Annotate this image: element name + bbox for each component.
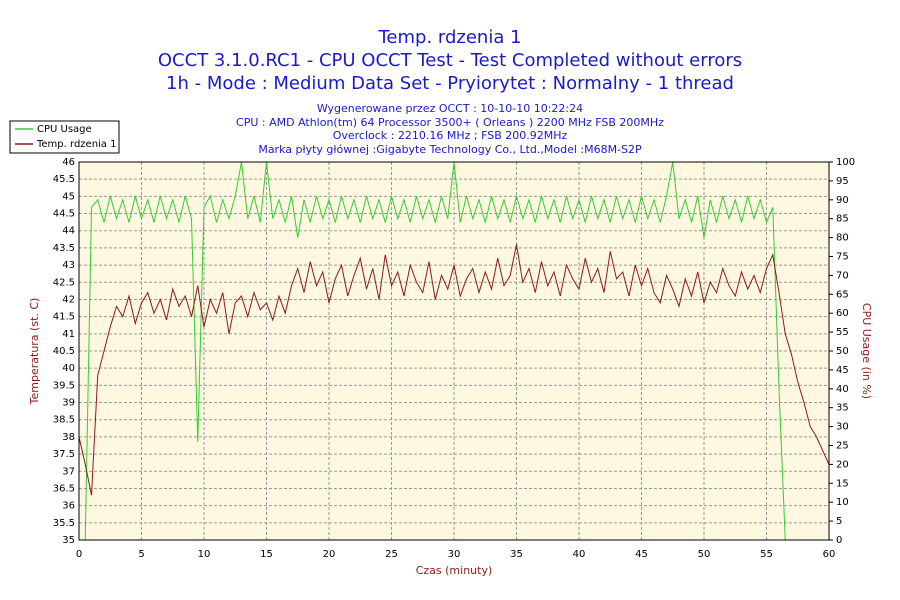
y2-tick-label: 95 <box>836 176 849 187</box>
y2-tick-label: 15 <box>836 478 849 489</box>
series-line <box>79 244 829 496</box>
x-tick-label: 30 <box>448 549 461 560</box>
info: Marka płyty głównej :Gigabyte Technology… <box>258 143 642 156</box>
chart-title: Temp. rdzenia 1 <box>377 27 521 48</box>
x-tick-label: 0 <box>76 549 82 560</box>
x-axis-label: Czas (minuty) <box>416 564 493 577</box>
info: Overclock : 2210.16 MHz ; FSB 200.92MHz <box>333 129 568 142</box>
y-tick-label: 44 <box>62 226 75 237</box>
y2-tick-label: 5 <box>836 516 842 527</box>
subtitle: 1h - Mode : Medium Data Set - Pryiorytet… <box>166 73 734 94</box>
y-axis-label: Temperatura (st. C) <box>28 298 41 406</box>
y2-tick-label: 85 <box>836 214 849 225</box>
y2-tick-label: 90 <box>836 195 849 206</box>
y-tick-label: 40 <box>62 363 75 374</box>
y2-tick-label: 50 <box>836 346 849 357</box>
x-tick-label: 50 <box>698 549 711 560</box>
y2-tick-label: 60 <box>836 308 849 319</box>
y-tick-label: 45.5 <box>53 174 75 185</box>
x-tick-label: 5 <box>138 549 144 560</box>
y-tick-label: 36 <box>62 501 75 512</box>
x-tick-label: 15 <box>260 549 273 560</box>
legend-label: Temp. rdzenia 1 <box>36 139 116 150</box>
y2-tick-label: 35 <box>836 403 849 414</box>
y2-tick-label: 20 <box>836 459 849 470</box>
y-tick-label: 40.5 <box>53 346 75 357</box>
y-tick-label: 42 <box>62 294 75 305</box>
plot-border <box>78 161 830 541</box>
legend-label: CPU Usage <box>37 124 92 135</box>
y-tick-label: 37 <box>62 466 75 477</box>
y-tick-label: 38.5 <box>53 415 75 426</box>
x-tick-label: 40 <box>573 549 586 560</box>
y2-tick-label: 30 <box>836 422 849 433</box>
y-tick-label: 46 <box>62 157 75 168</box>
y-tick-label: 35.5 <box>53 518 75 529</box>
y2-tick-label: 55 <box>836 327 849 338</box>
y2-tick-label: 75 <box>836 252 849 263</box>
series-line <box>79 162 829 540</box>
y2-tick-label: 45 <box>836 365 849 376</box>
y-tick-label: 36.5 <box>53 483 75 494</box>
info: Wygenerowane przez OCCT : 10-10-10 10:22… <box>317 102 583 115</box>
y2-tick-label: 10 <box>836 497 849 508</box>
y-tick-label: 41 <box>62 329 75 340</box>
x-tick-label: 45 <box>635 549 648 560</box>
y2-axis-label: CPU Usage (in %) <box>860 303 873 399</box>
y-tick-label: 39 <box>62 398 75 409</box>
y-tick-label: 44.5 <box>53 209 75 220</box>
y-tick-label: 45 <box>62 191 75 202</box>
y-tick-label: 41.5 <box>53 312 75 323</box>
y-tick-label: 43.5 <box>53 243 75 254</box>
subtitle: OCCT 3.1.0.RC1 - CPU OCCT Test - Test Co… <box>158 50 742 71</box>
x-tick-label: 35 <box>510 549 523 560</box>
y-tick-label: 37.5 <box>53 449 75 460</box>
y2-tick-label: 65 <box>836 289 849 300</box>
x-tick-label: 10 <box>198 549 211 560</box>
y-tick-label: 39.5 <box>53 380 75 391</box>
y-tick-label: 35 <box>62 535 75 546</box>
x-tick-label: 25 <box>385 549 398 560</box>
x-tick-label: 55 <box>760 549 773 560</box>
info: CPU : AMD Athlon(tm) 64 Processor 3500+ … <box>236 116 664 129</box>
x-tick-label: 60 <box>823 549 836 560</box>
y-tick-label: 38 <box>62 432 75 443</box>
y2-tick-label: 70 <box>836 270 849 281</box>
y2-tick-label: 0 <box>836 535 842 546</box>
y2-tick-label: 100 <box>836 157 855 168</box>
y2-tick-label: 80 <box>836 233 849 244</box>
y-tick-label: 42.5 <box>53 277 75 288</box>
x-tick-label: 20 <box>323 549 336 560</box>
legend <box>9 120 120 154</box>
y2-tick-label: 40 <box>836 384 849 395</box>
y2-tick-label: 25 <box>836 441 849 452</box>
y-tick-label: 43 <box>62 260 75 271</box>
